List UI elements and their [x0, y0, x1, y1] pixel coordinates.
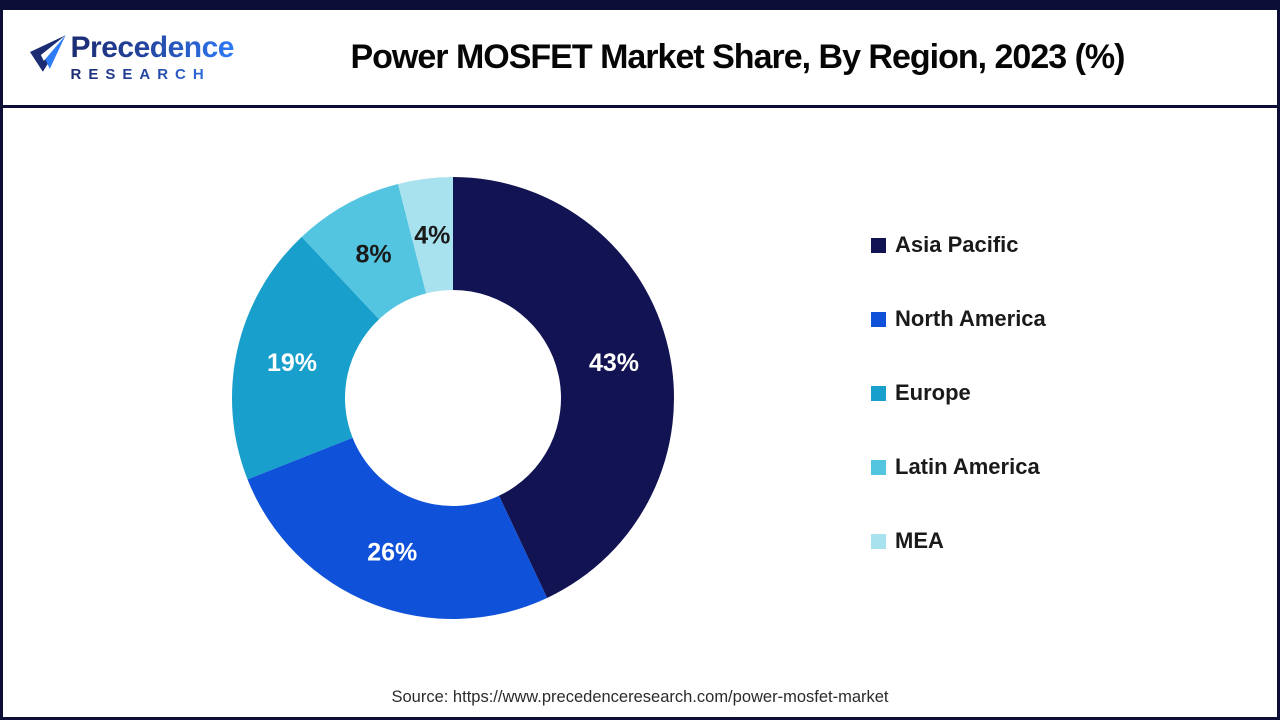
pie-slice-north-america	[247, 437, 548, 619]
donut-chart: 43% 26% 19% 8% 4%	[232, 177, 674, 619]
legend-item-asia-pacific: Asia Pacific	[871, 232, 1046, 257]
pie-slice-asia-pacific	[453, 177, 674, 598]
slice-value-label: 8%	[355, 240, 391, 268]
pie-slice-latin-america	[301, 183, 427, 320]
header: Precedence RESEARCH Power MOSFET Market …	[3, 10, 1277, 108]
legend-swatch-mea	[871, 533, 886, 549]
slice-value-label: 4%	[414, 221, 450, 249]
logo-wordmark: Precedence	[70, 31, 235, 64]
legend-item-north-america: North America	[871, 306, 1046, 331]
logo-text: Precedence RESEARCH	[70, 31, 235, 83]
legend-swatch-north-america	[871, 311, 886, 327]
pie-slice-europe	[232, 236, 380, 480]
legend-item-europe: Europe	[871, 380, 1046, 405]
legend-swatch-europe	[871, 385, 886, 401]
chart-area: 43% 26% 19% 8% 4% Asia Pacific North America…	[3, 108, 1277, 717]
paper-plane-icon	[29, 35, 66, 72]
precedence-research-logo: Precedence RESEARCH	[29, 31, 235, 83]
legend-label: MEA	[895, 528, 944, 553]
legend-label: Europe	[895, 380, 971, 405]
legend-swatch-asia-pacific	[871, 237, 886, 253]
legend-item-latin-america: Latin America	[871, 454, 1046, 479]
legend-swatch-latin-america	[871, 459, 886, 475]
legend-label: Latin America	[895, 454, 1040, 479]
slice-value-label: 43%	[589, 349, 639, 377]
legend-label: North America	[895, 306, 1046, 331]
source-text: Source: https://www.precedenceresearch.c…	[391, 688, 889, 706]
legend-label: Asia Pacific	[895, 232, 1019, 257]
chart-legend: Asia Pacific North America Europe Latin …	[871, 232, 1046, 604]
pie-slice-mea	[398, 177, 453, 294]
slice-value-label: 19%	[267, 349, 317, 377]
legend-item-mea: MEA	[871, 528, 1046, 553]
page-title: Power MOSFET Market Share, By Region, 20…	[350, 38, 1125, 76]
logo-subtext: RESEARCH	[71, 67, 234, 82]
slice-value-label: 26%	[367, 538, 417, 566]
